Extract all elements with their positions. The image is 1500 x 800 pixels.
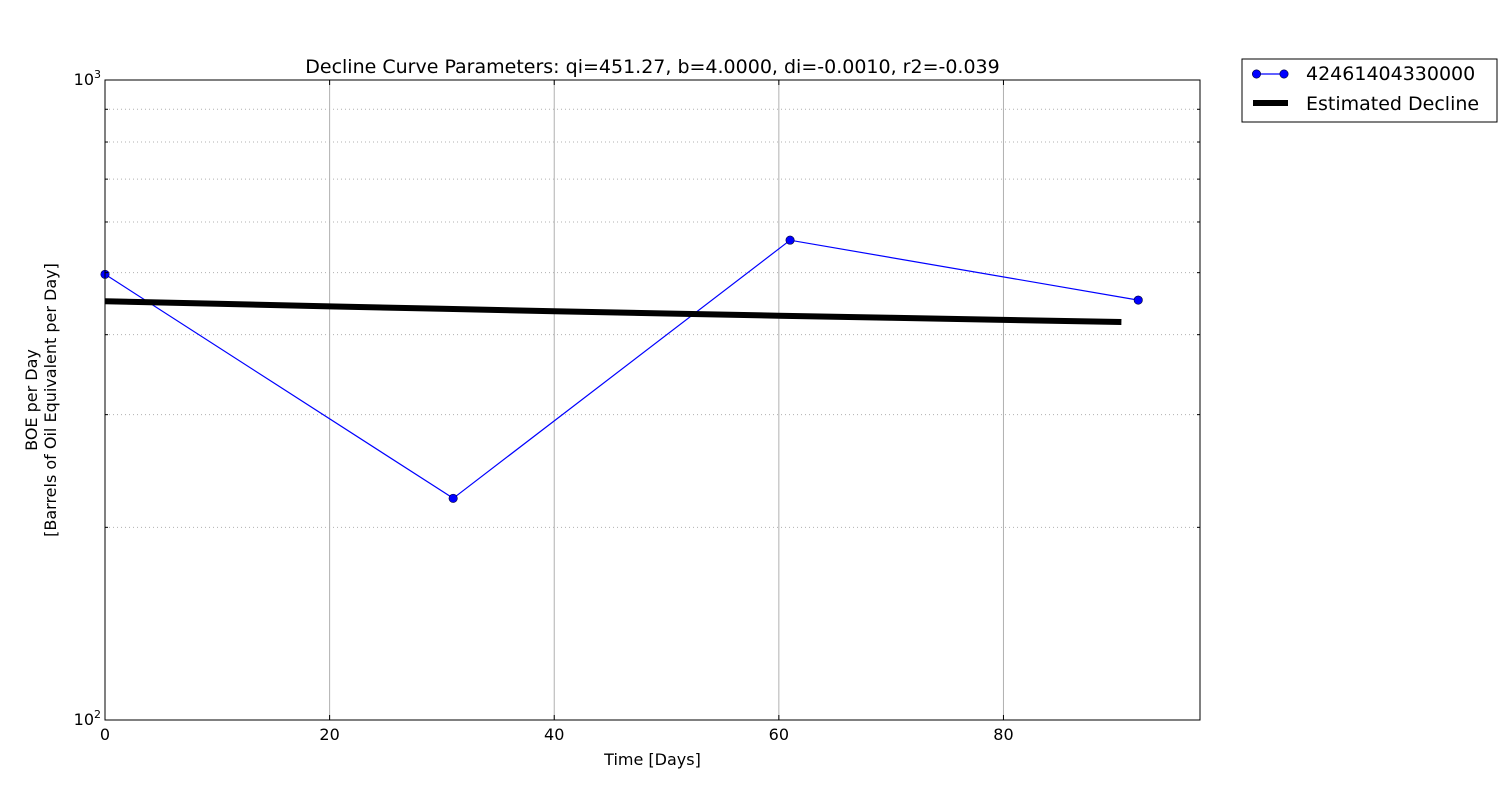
axis-ticks: 0 20 40 60 80 102 103 — [74, 68, 1200, 744]
y-tick-label: 103 — [74, 68, 101, 89]
legend: 42461404330000 Estimated Decline — [1241, 58, 1498, 123]
legend-marker-series-1b — [1279, 69, 1289, 79]
x-tick-label: 60 — [769, 725, 789, 744]
series-line-estimated-decline — [104, 298, 1122, 325]
legend-frame — [1241, 58, 1498, 123]
legend-marker-series-1 — [1252, 69, 1262, 79]
data-point — [448, 493, 458, 503]
y-tick-label: 102 — [74, 708, 101, 729]
grid — [104, 80, 1200, 720]
x-tick-label: 80 — [993, 725, 1013, 744]
y-axis-label: BOE per Day [Barrels of Oil Equivalent p… — [22, 263, 60, 537]
series-line-42461404330000 — [104, 239, 1139, 500]
x-tick-label: 20 — [319, 725, 339, 744]
y-axis-label-line2: [Barrels of Oil Equivalent per Day] — [41, 263, 60, 537]
data-point — [785, 235, 795, 245]
chart-title: Decline Curve Parameters: qi=451.27, b=4… — [305, 56, 999, 78]
x-tick-label: 0 — [100, 725, 110, 744]
data-point — [1133, 295, 1143, 305]
x-tick-label: 40 — [544, 725, 564, 744]
x-axis-label: Time [Days] — [603, 750, 701, 769]
legend-label-series-2: Estimated Decline — [1306, 93, 1479, 115]
y-axis-label-line1: BOE per Day — [22, 349, 41, 451]
plot-area-frame — [104, 79, 1201, 721]
legend-label-series-1: 42461404330000 — [1306, 63, 1475, 85]
